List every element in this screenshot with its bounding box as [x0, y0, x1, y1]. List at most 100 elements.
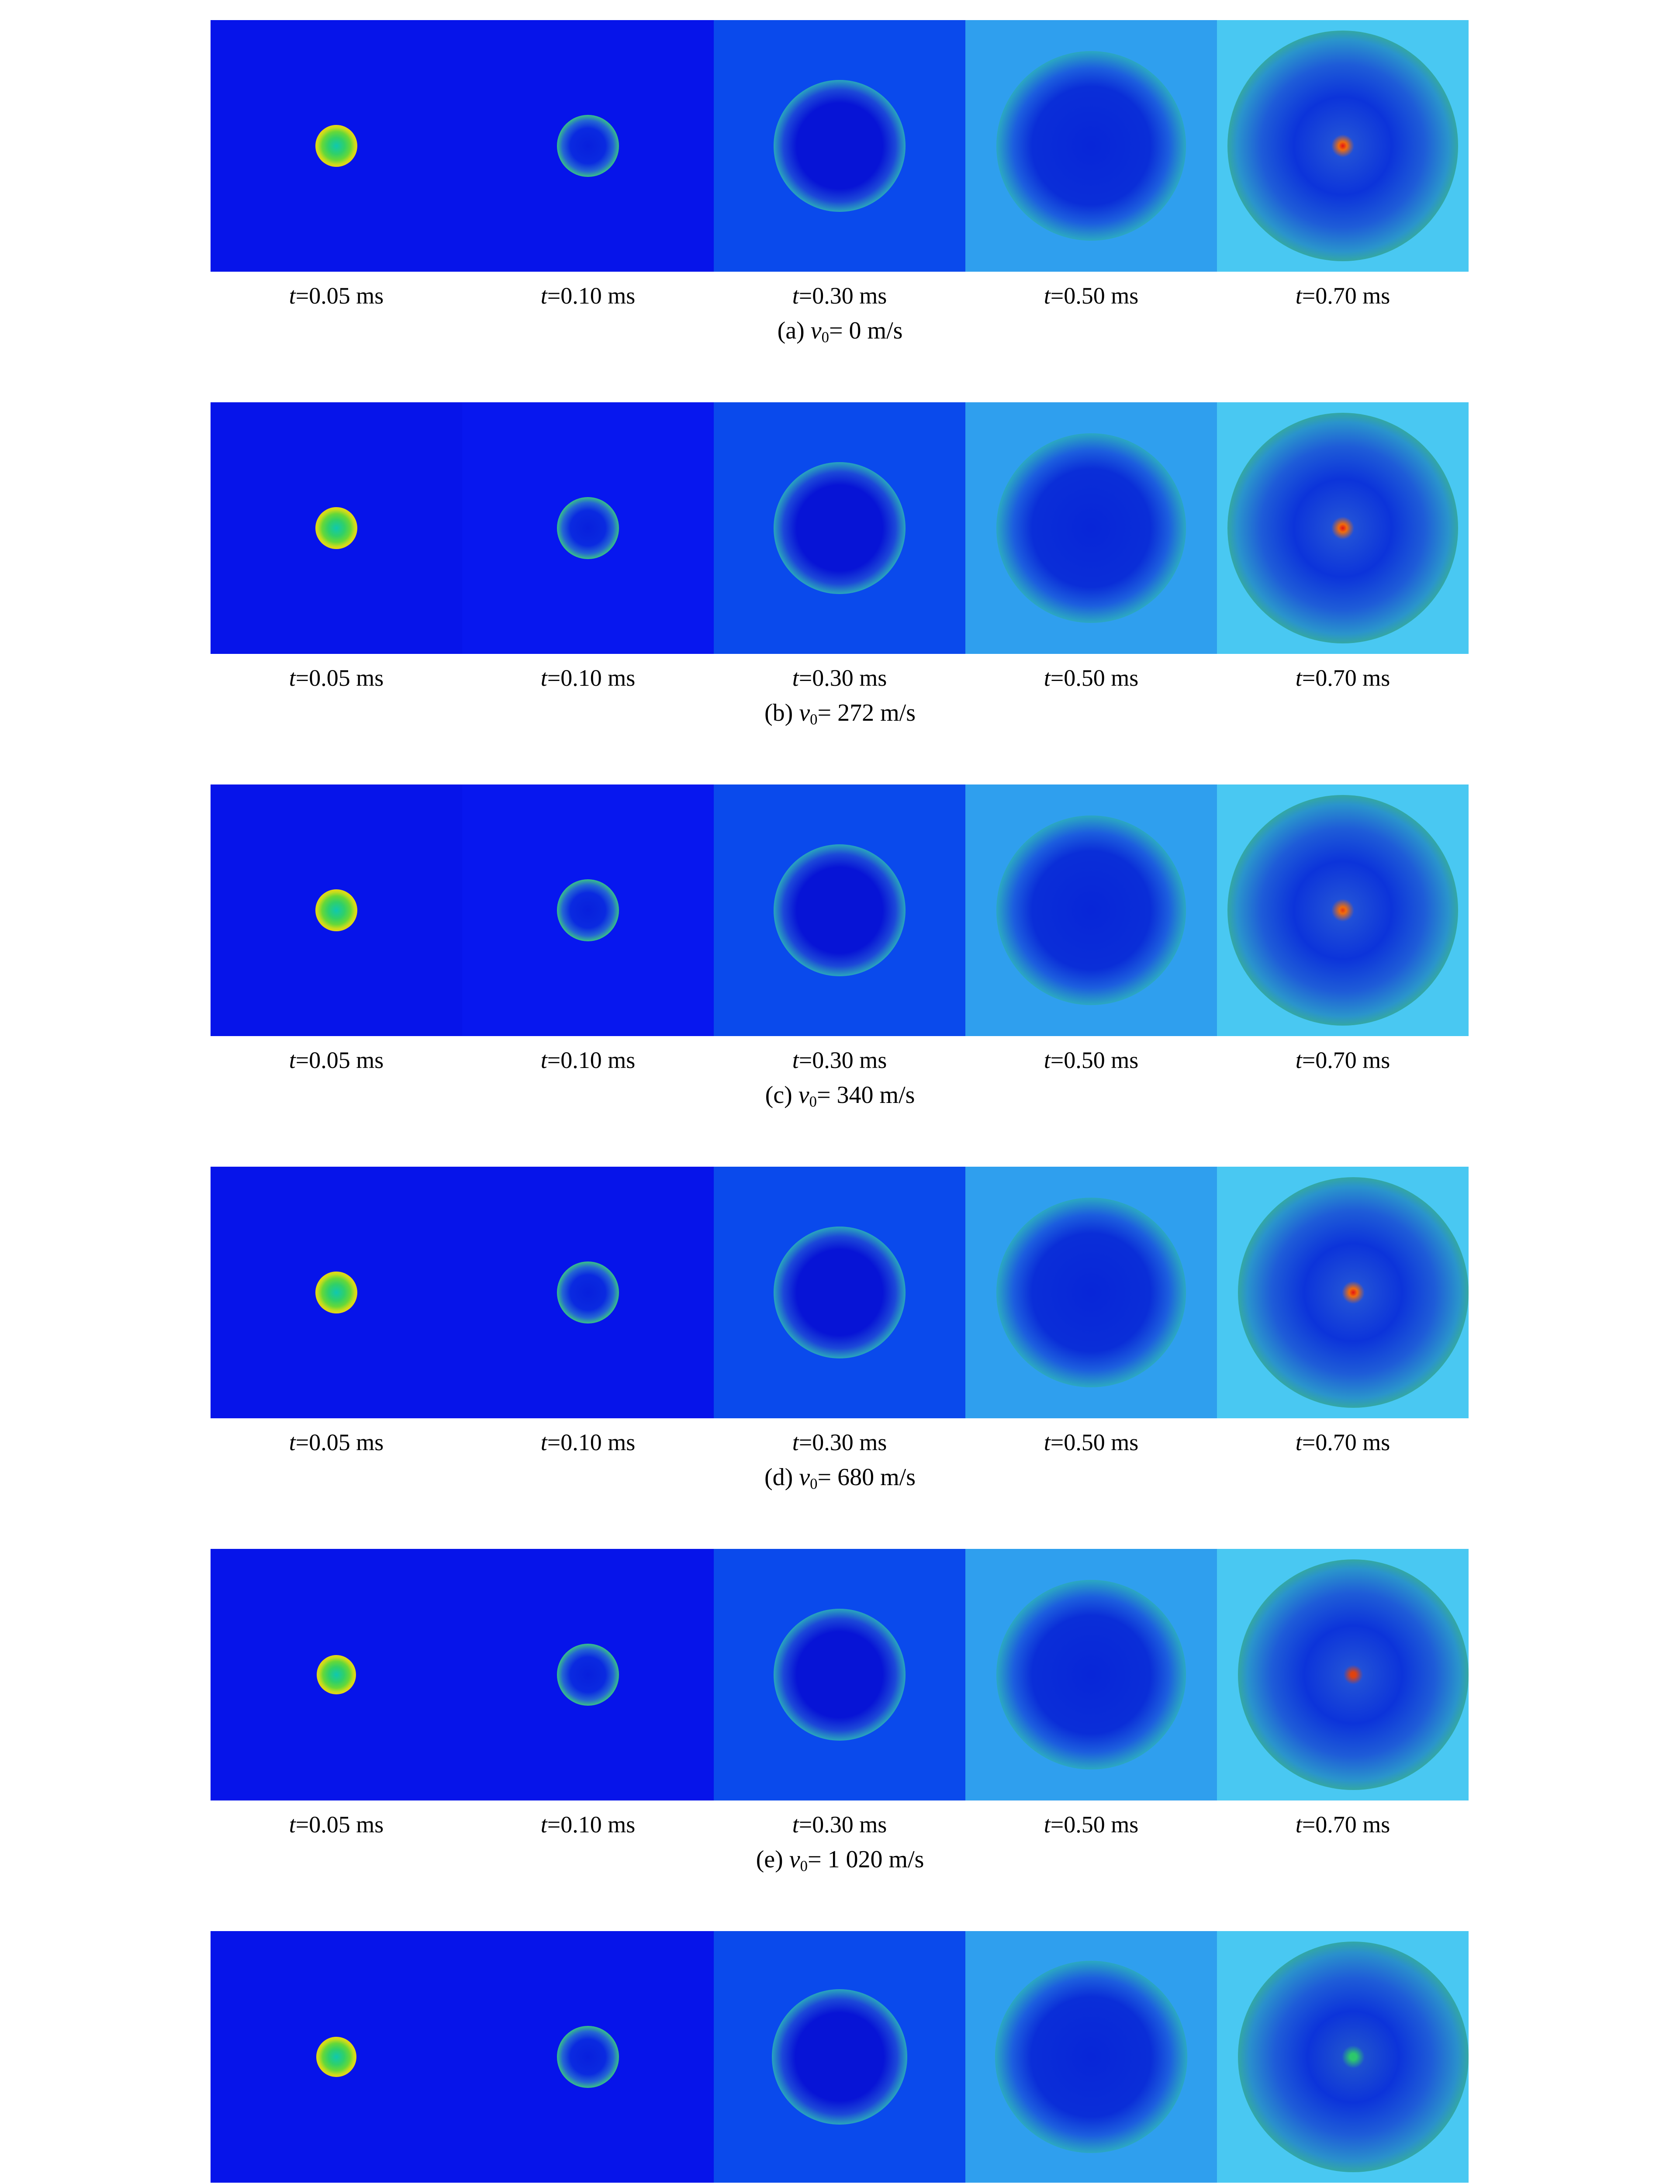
sim-panel — [1217, 1548, 1469, 1800]
time-value: =0.05 ms — [295, 283, 384, 309]
sim-panel — [965, 784, 1217, 1036]
time-variable: t — [1295, 1429, 1302, 1455]
time-value: =0.50 ms — [1050, 283, 1139, 309]
shock-disc — [315, 1271, 357, 1313]
time-value: =0.30 ms — [799, 1811, 887, 1838]
time-label: t=0.30 ms — [714, 1047, 965, 1073]
sim-panel — [965, 402, 1217, 654]
time-variable: t — [540, 1429, 547, 1455]
caption-text: = 0 m/s — [829, 317, 903, 345]
sim-panel — [462, 402, 714, 654]
time-value: =0.05 ms — [295, 1047, 384, 1073]
time-label: t=0.50 ms — [965, 1811, 1217, 1838]
time-variable: t — [540, 283, 547, 309]
row-caption: (a) v0= 0 m/s — [211, 317, 1469, 346]
row-block: t=0.05 ms t=0.10 ms t=0.30 ms t=0.50 ms … — [211, 1548, 1469, 1875]
sim-panel — [1217, 20, 1469, 272]
sim-panel — [211, 1931, 462, 2183]
time-value: =0.10 ms — [547, 1811, 636, 1838]
shock-disc — [772, 1989, 907, 2125]
caption-subscript: 0 — [809, 1093, 817, 1111]
shock-disc — [774, 1226, 906, 1358]
caption-text: = 680 m/s — [817, 1464, 916, 1491]
sim-panel — [1217, 784, 1469, 1036]
shock-disc — [557, 879, 619, 941]
time-variable: t — [1295, 283, 1302, 309]
time-value: =0.10 ms — [547, 1429, 636, 1455]
caption-subscript: 0 — [821, 329, 829, 346]
row-block: t=0.05 ms t=0.10 ms t=0.30 ms t=0.50 ms … — [211, 402, 1469, 729]
panel-strip — [211, 1548, 1469, 1800]
shock-disc — [1238, 1177, 1469, 1408]
sim-panel — [965, 1931, 1217, 2183]
time-label: t=0.05 ms — [211, 665, 462, 691]
time-labels: t=0.05 ms t=0.10 ms t=0.30 ms t=0.50 ms … — [211, 283, 1469, 309]
time-variable: t — [289, 1047, 296, 1073]
time-label: t=0.30 ms — [714, 1811, 965, 1838]
caption-prefix: (b) — [764, 699, 799, 727]
shock-disc — [315, 889, 357, 931]
panel-strip — [211, 402, 1469, 654]
caption-subscript: 0 — [800, 1858, 808, 1875]
time-label: t=0.10 ms — [462, 283, 714, 309]
time-variable: t — [1295, 1811, 1302, 1838]
caption-text: = 340 m/s — [816, 1082, 915, 1109]
caption-variable: v — [799, 699, 810, 727]
sim-panel — [714, 784, 965, 1036]
sim-panel — [211, 1166, 462, 1418]
sim-panel — [462, 1548, 714, 1800]
row-block: t=0.05 ms t=0.10 ms t=0.30 ms t=0.50 ms … — [211, 1931, 1469, 2184]
sim-panel — [1217, 1931, 1469, 2183]
shock-disc — [774, 844, 906, 976]
time-value: =0.30 ms — [799, 283, 887, 309]
time-label: t=0.70 ms — [1217, 283, 1469, 309]
time-variable: t — [1044, 664, 1051, 691]
time-label: t=0.10 ms — [462, 1811, 714, 1838]
shock-disc — [996, 1197, 1186, 1387]
sim-panel — [462, 1166, 714, 1418]
time-variable: t — [1295, 1047, 1302, 1073]
time-variable: t — [792, 664, 799, 691]
panel-strip — [211, 20, 1469, 272]
caption-subscript: 0 — [810, 711, 818, 729]
time-label: t=0.30 ms — [714, 1429, 965, 1455]
sim-panel — [462, 20, 714, 272]
time-variable: t — [792, 1047, 799, 1073]
time-variable: t — [540, 664, 547, 691]
time-variable: t — [1044, 1429, 1051, 1455]
sim-panel — [965, 1166, 1217, 1418]
row-caption: (c) v0= 340 m/s — [211, 1081, 1469, 1111]
sim-panel — [1217, 402, 1469, 654]
caption-text: = 272 m/s — [817, 699, 916, 727]
time-value: =0.05 ms — [295, 664, 384, 691]
row-caption: (b) v0= 272 m/s — [211, 699, 1469, 729]
time-value: =0.30 ms — [799, 1047, 887, 1073]
shock-disc — [557, 115, 619, 177]
shock-disc — [557, 497, 619, 559]
shock-disc — [996, 1579, 1186, 1769]
shock-disc — [557, 2025, 619, 2088]
row-block: t=0.05 ms t=0.10 ms t=0.30 ms t=0.50 ms … — [211, 1166, 1469, 1493]
caption-text: = 1 020 m/s — [807, 1846, 924, 1873]
caption-subscript: 0 — [810, 1476, 818, 1493]
shock-disc — [996, 51, 1186, 241]
time-label: t=0.50 ms — [965, 665, 1217, 691]
time-value: =0.05 ms — [295, 1811, 384, 1838]
time-labels: t=0.05 ms t=0.10 ms t=0.30 ms t=0.50 ms … — [211, 1811, 1469, 1838]
sim-panel — [965, 1548, 1217, 1800]
time-label: t=0.05 ms — [211, 283, 462, 309]
time-label: t=0.70 ms — [1217, 1429, 1469, 1455]
time-variable: t — [540, 1047, 547, 1073]
time-value: =0.50 ms — [1050, 1429, 1139, 1455]
shock-disc — [315, 507, 357, 549]
time-label: t=0.50 ms — [965, 283, 1217, 309]
sim-panel — [714, 1931, 965, 2183]
time-variable: t — [1044, 1047, 1051, 1073]
shock-disc — [1238, 1559, 1469, 1790]
time-value: =0.50 ms — [1050, 1811, 1139, 1838]
shock-disc — [774, 462, 906, 594]
time-variable: t — [289, 664, 296, 691]
sim-panel — [714, 1166, 965, 1418]
shock-disc — [774, 1608, 906, 1741]
time-value: =0.05 ms — [295, 1429, 384, 1455]
